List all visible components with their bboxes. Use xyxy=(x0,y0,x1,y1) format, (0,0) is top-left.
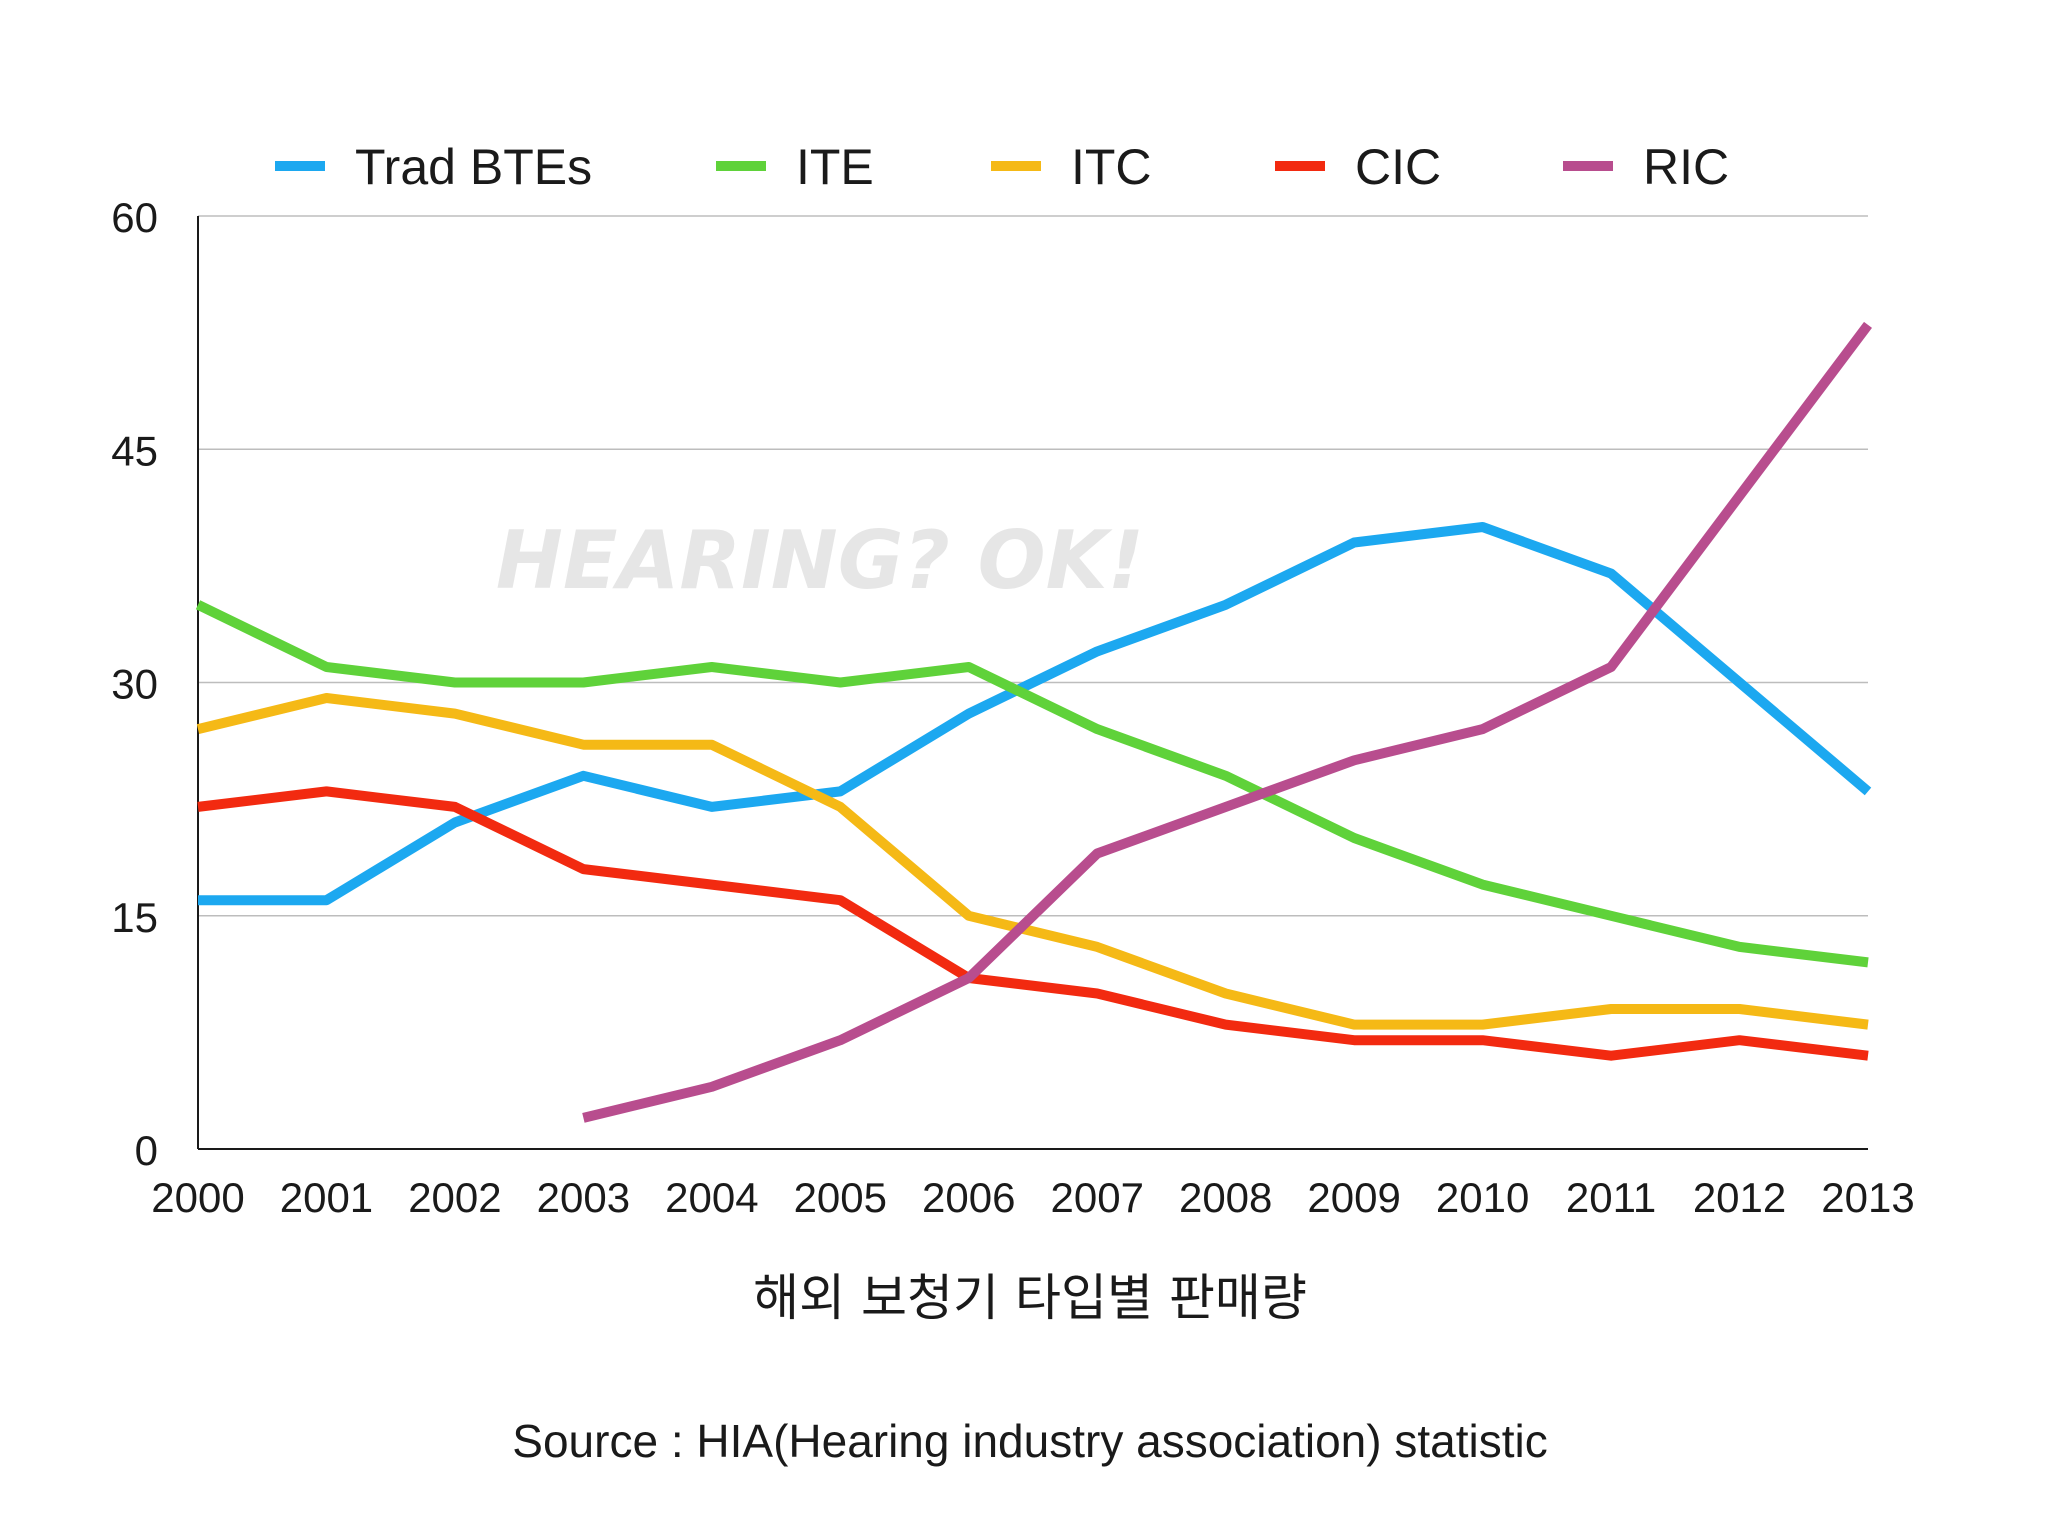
x-tick-label: 2012 xyxy=(1693,1174,1786,1221)
x-tick-label: 2008 xyxy=(1179,1174,1272,1221)
legend-label-trad-btes: Trad BTEs xyxy=(355,139,592,195)
x-tick-label: 2003 xyxy=(537,1174,630,1221)
x-tick-label: 2009 xyxy=(1307,1174,1400,1221)
x-tick-label: 2007 xyxy=(1051,1174,1144,1221)
x-axis-label: 해외 보청기 타입별 판매량 xyxy=(753,1269,1307,1327)
legend-label-ite: ITE xyxy=(796,139,874,195)
series-line-itc xyxy=(196,693,1869,1030)
y-tick-labels: 0 15 30 45 60 xyxy=(111,194,158,1174)
x-tick-label: 2013 xyxy=(1821,1174,1914,1221)
x-tick-label: 2011 xyxy=(1566,1174,1656,1221)
y-tick-label: 45 xyxy=(111,427,158,474)
watermark: HEARING? OK! xyxy=(496,514,1144,607)
series-line-ite xyxy=(195,600,1869,968)
x-tick-label: 2001 xyxy=(280,1174,373,1221)
x-tick-label: 2010 xyxy=(1436,1174,1529,1221)
x-tick-label: 2006 xyxy=(922,1174,1015,1221)
x-tick-label: 2000 xyxy=(151,1174,244,1221)
series-lines xyxy=(195,321,1872,1123)
source-note: Source : HIA(Hearing industry associatio… xyxy=(512,1415,1547,1467)
y-tick-label: 30 xyxy=(111,661,158,708)
series-line-ric xyxy=(582,321,1872,1123)
y-tick-label: 0 xyxy=(135,1127,158,1174)
y-tick-label: 15 xyxy=(111,894,158,941)
legend: Trad BTEs ITE ITC CIC RIC xyxy=(275,139,1729,195)
legend-label-cic: CIC xyxy=(1355,139,1441,195)
legend-label-ric: RIC xyxy=(1643,139,1729,195)
y-tick-label: 60 xyxy=(111,194,158,241)
legend-label-itc: ITC xyxy=(1071,139,1152,195)
axes xyxy=(197,216,1868,1150)
x-tick-label: 2002 xyxy=(408,1174,501,1221)
x-tick-labels: 2000 2001 2002 2003 2004 2005 2006 2007 2008 2009… xyxy=(151,1174,1914,1221)
x-tick-label: 2005 xyxy=(794,1174,887,1221)
x-tick-label: 2004 xyxy=(665,1174,758,1221)
series-line-cic xyxy=(197,786,1869,1061)
